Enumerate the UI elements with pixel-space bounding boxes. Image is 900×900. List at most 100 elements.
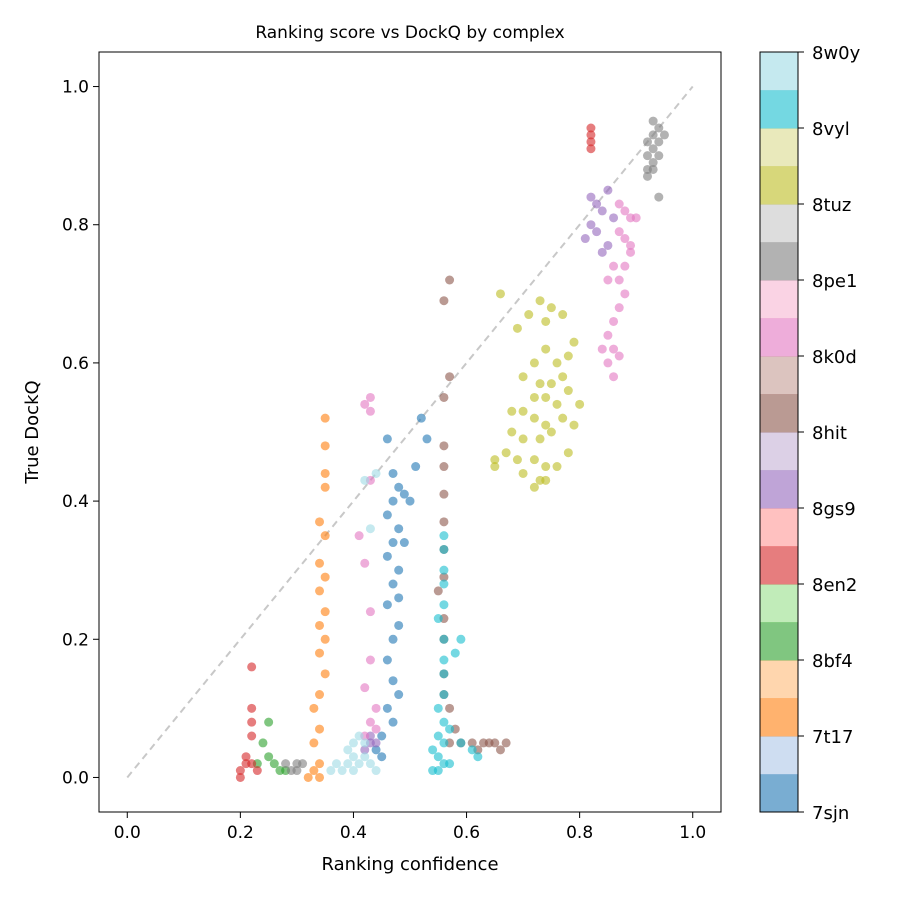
point-8hit xyxy=(467,738,477,748)
point-8k0d xyxy=(360,399,370,409)
point-7t17 xyxy=(315,558,325,568)
point-8vyl xyxy=(439,738,449,748)
point-8w0y xyxy=(343,759,353,769)
y-tick-label: 0.0 xyxy=(62,768,89,788)
point-8vyl xyxy=(433,703,443,713)
point-8w0y xyxy=(354,759,364,769)
colorbar-segment xyxy=(760,546,798,585)
colorbar-segment xyxy=(760,394,798,433)
plot-frame xyxy=(98,51,722,813)
point-8k0d xyxy=(620,289,630,299)
point-8tuz xyxy=(512,455,522,465)
point-8k0d xyxy=(620,206,630,216)
point-7sjn xyxy=(394,524,404,534)
colorbar-label: 8w0y xyxy=(812,43,861,64)
x-tick-label: 0.8 xyxy=(566,823,593,843)
point-7sjn xyxy=(382,703,392,713)
colorbar-label: 8pe1 xyxy=(812,271,857,292)
colorbar-segment xyxy=(760,166,798,205)
point-8tuz xyxy=(512,323,522,333)
point-8en2 xyxy=(586,123,596,133)
point-8pe1 xyxy=(659,130,669,140)
point-8k0d xyxy=(365,406,375,416)
point-8tuz xyxy=(529,392,539,402)
point-8k0d xyxy=(365,392,375,402)
point-8hit xyxy=(433,586,443,596)
colorbar-segment xyxy=(760,470,798,509)
point-8k0d xyxy=(354,531,364,541)
point-8hit xyxy=(445,703,455,713)
point-7sjn xyxy=(377,731,387,741)
point-8gs9 xyxy=(586,192,596,202)
point-8k0d xyxy=(603,358,613,368)
point-8k0d xyxy=(609,316,619,326)
point-7sjn xyxy=(394,565,404,575)
point-7t17 xyxy=(309,766,319,776)
point-8tuz xyxy=(495,289,505,299)
point-7t17 xyxy=(320,531,330,541)
point-8k0d xyxy=(365,607,375,617)
colorbar-label: 7t17 xyxy=(812,727,853,748)
point-7sjn xyxy=(405,496,415,506)
point-8pe1 xyxy=(642,171,652,181)
point-8vyl xyxy=(473,752,483,762)
point-7t17 xyxy=(315,586,325,596)
point-8en2 xyxy=(247,731,257,741)
point-8w0y xyxy=(354,731,364,741)
point-8gs9 xyxy=(592,199,602,209)
point-8tuz xyxy=(569,420,579,430)
point-8vyl xyxy=(439,531,449,541)
point-7t17 xyxy=(315,772,325,782)
point-8vyl xyxy=(467,745,477,755)
point-7t17 xyxy=(320,482,330,492)
point-8gs9 xyxy=(586,220,596,230)
point-8bf4 xyxy=(264,717,274,727)
point-7t17 xyxy=(315,648,325,658)
point-8tuz xyxy=(541,420,551,430)
point-8tuz xyxy=(546,303,556,313)
point-8en2 xyxy=(241,752,251,762)
point-8vyl xyxy=(439,669,449,679)
point-7sjn xyxy=(416,413,426,423)
point-8tuz xyxy=(490,462,500,472)
point-7sjn xyxy=(382,600,392,610)
colorbar-segment xyxy=(760,318,798,357)
point-7t17 xyxy=(315,724,325,734)
point-8gs9 xyxy=(597,206,607,216)
scatter-points xyxy=(235,116,669,782)
point-8w0y xyxy=(365,524,375,534)
y-tick-label: 0.4 xyxy=(62,492,89,512)
point-8w0y xyxy=(337,766,347,776)
point-8en2 xyxy=(586,144,596,154)
point-8k0d xyxy=(603,330,613,340)
point-8k0d xyxy=(597,344,607,354)
point-8vyl xyxy=(439,690,449,700)
point-8gs9 xyxy=(603,240,613,250)
point-8k0d xyxy=(371,724,381,734)
point-8tuz xyxy=(546,379,556,389)
point-8w0y xyxy=(331,759,341,769)
point-8hit xyxy=(439,572,449,582)
point-8tuz xyxy=(507,427,517,437)
point-8tuz xyxy=(507,406,517,416)
point-8k0d xyxy=(626,240,636,250)
point-8tuz xyxy=(518,468,528,478)
point-8gs9 xyxy=(580,234,590,244)
point-8vyl xyxy=(428,766,438,776)
colorbar-label: 8en2 xyxy=(812,575,857,596)
point-8w0y xyxy=(360,475,370,485)
colorbar-segment xyxy=(760,584,798,623)
point-8k0d xyxy=(614,303,624,313)
x-tick-label: 0.4 xyxy=(340,823,367,843)
point-8k0d xyxy=(365,655,375,665)
point-8hit xyxy=(439,392,449,402)
point-8k0d xyxy=(620,234,630,244)
colorbar-segment xyxy=(760,622,798,661)
point-8pe1 xyxy=(292,759,302,769)
point-8vyl xyxy=(439,600,449,610)
point-8tuz xyxy=(558,413,568,423)
point-8tuz xyxy=(529,358,539,368)
point-7sjn xyxy=(388,468,398,478)
point-7sjn xyxy=(388,717,398,727)
point-8tuz xyxy=(541,392,551,402)
